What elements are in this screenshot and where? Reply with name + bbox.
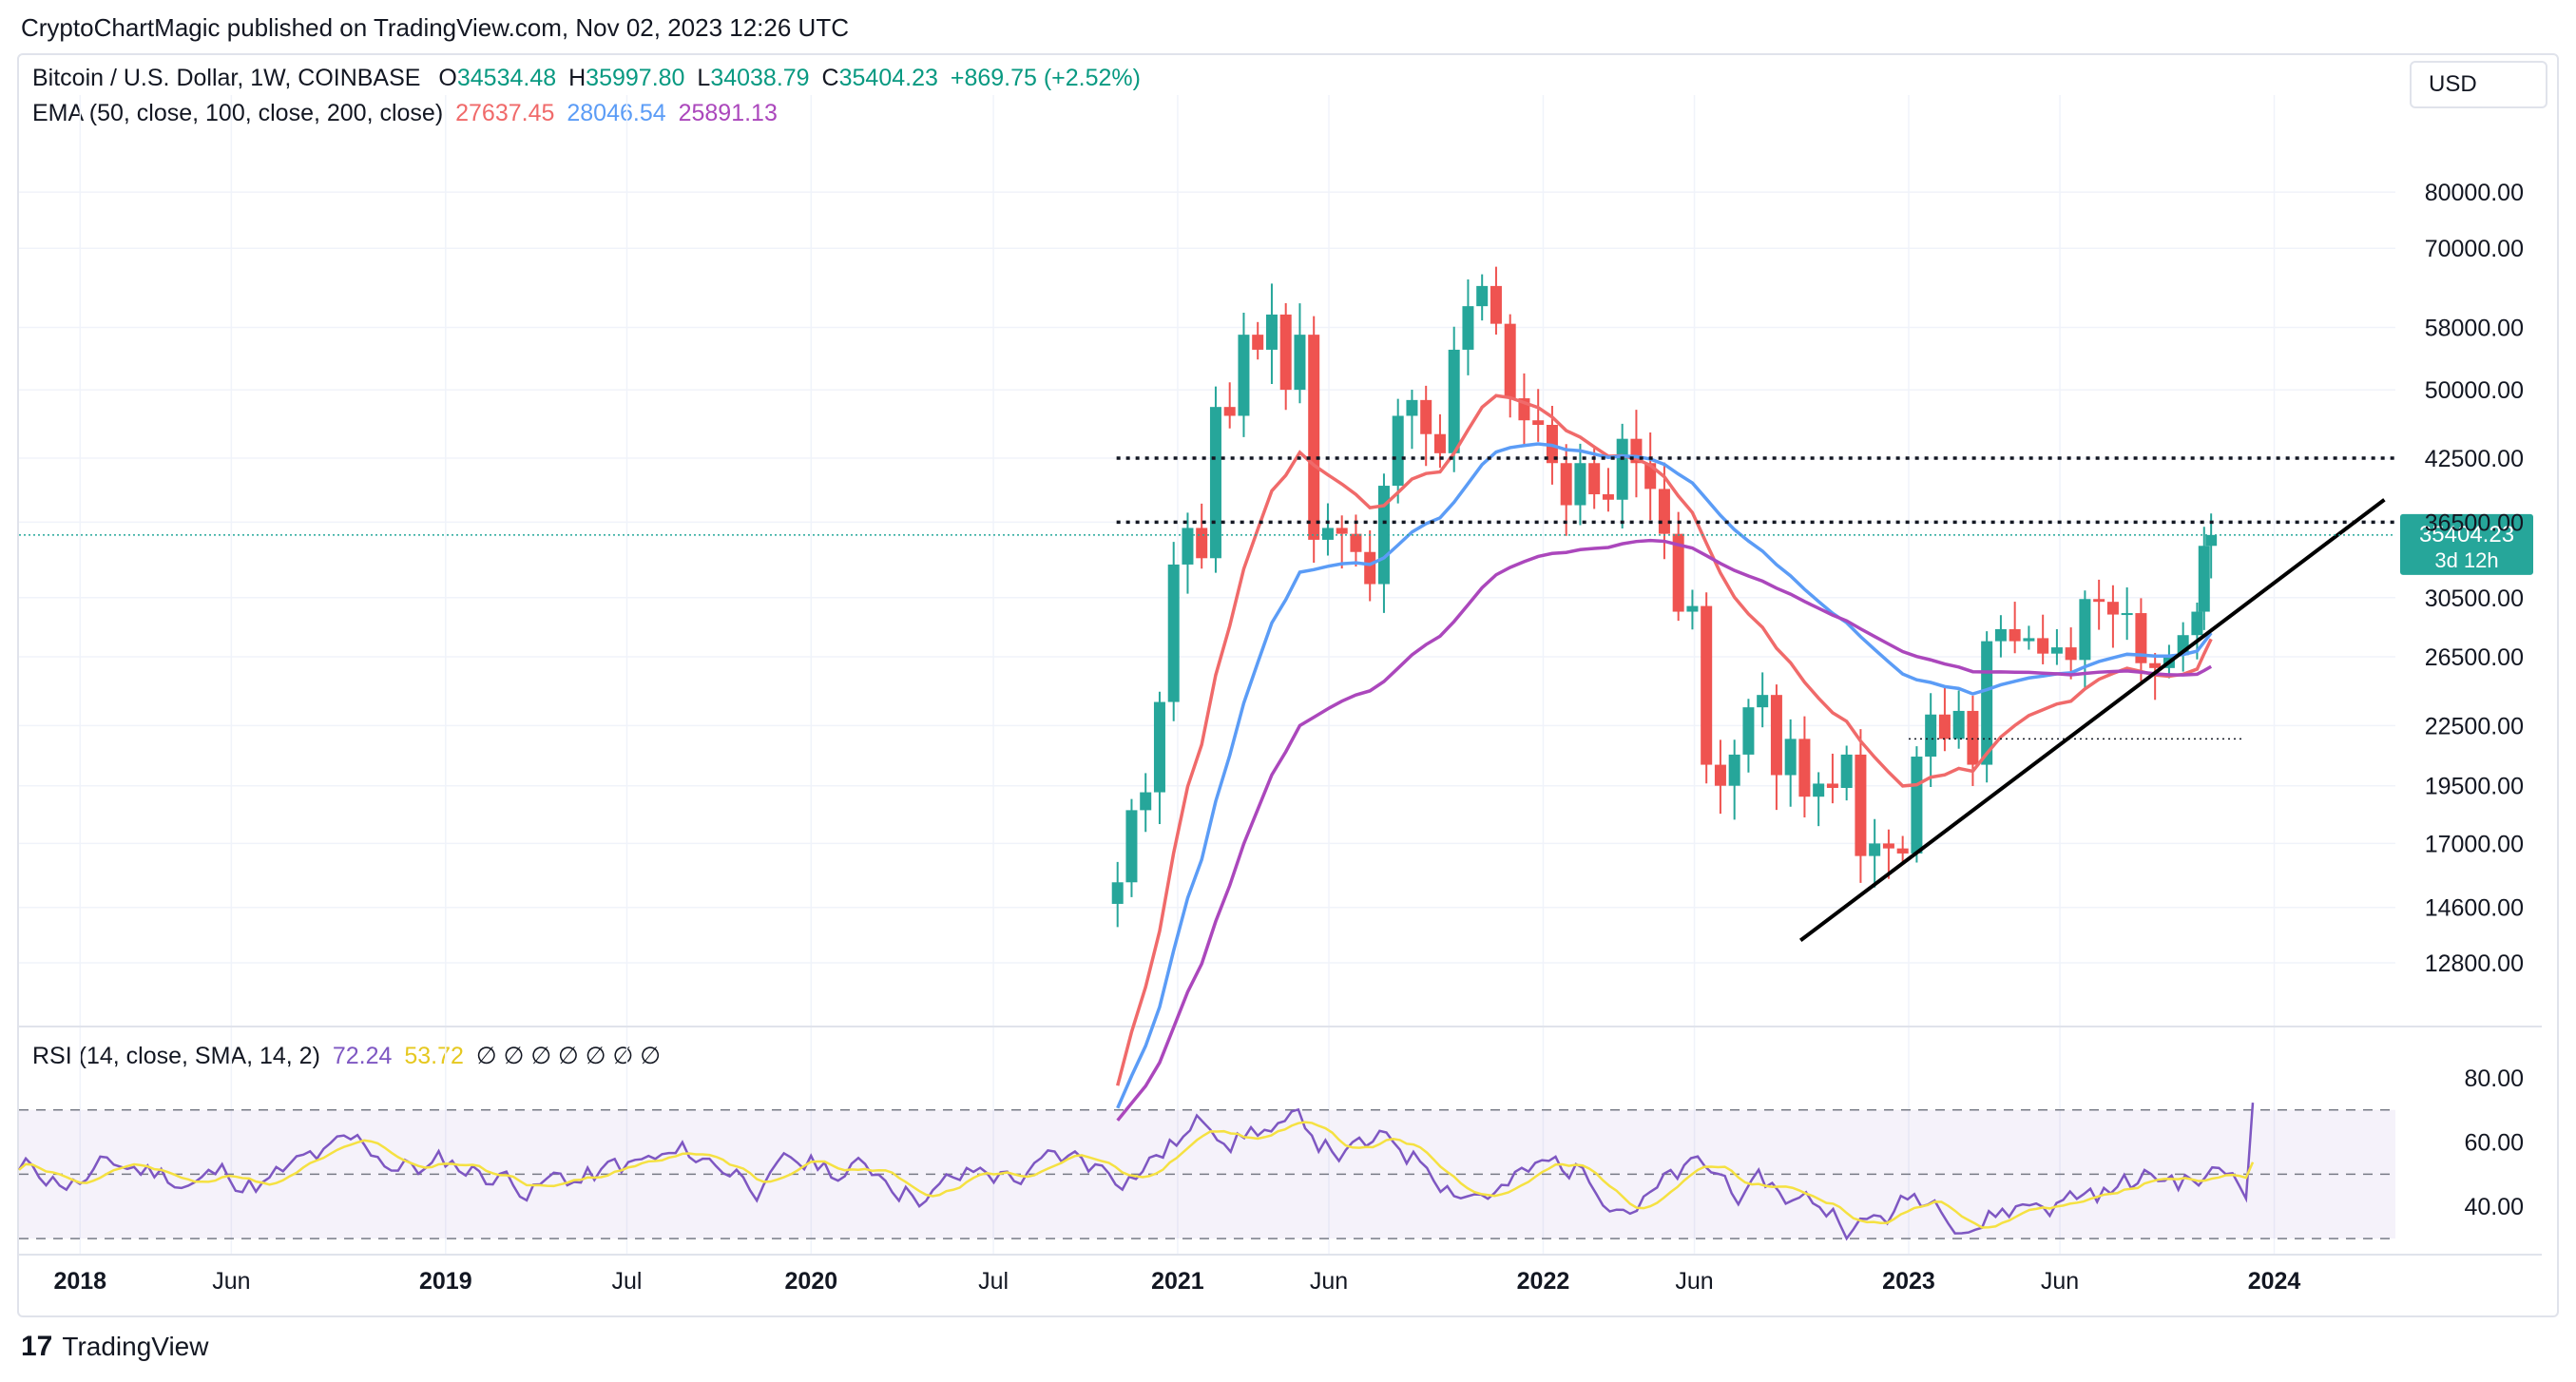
high-value: 35997.80 bbox=[586, 65, 685, 91]
rsi-extra: ∅ ∅ ∅ ∅ ∅ ∅ ∅ bbox=[475, 1043, 662, 1069]
rsi-sma-value: 53.72 bbox=[404, 1043, 464, 1069]
close-value: 35404.23 bbox=[838, 65, 938, 91]
tradingview-logo: 17 bbox=[21, 1331, 53, 1362]
chart-frame bbox=[17, 53, 2559, 1317]
ema100-value: 28046.54 bbox=[567, 100, 666, 126]
rsi-value: 72.24 bbox=[332, 1043, 393, 1069]
high-label: H bbox=[568, 65, 586, 91]
change-value: +869.75 (+2.52%) bbox=[950, 65, 1141, 91]
low-label: L bbox=[697, 65, 711, 91]
low-value: 34038.79 bbox=[710, 65, 810, 91]
symbol-legend: Bitcoin / U.S. Dollar, 1W, COINBASE O345… bbox=[32, 65, 1146, 92]
footer: 17 TradingView bbox=[21, 1331, 208, 1363]
footer-brand[interactable]: TradingView bbox=[62, 1332, 209, 1361]
publisher-line: CryptoChartMagic published on TradingVie… bbox=[21, 13, 849, 42]
ema-label[interactable]: EMA (50, close, 100, close, 200, close) bbox=[32, 100, 444, 126]
ema200-value: 25891.13 bbox=[678, 100, 778, 126]
open-label: O bbox=[438, 65, 457, 91]
rsi-legend: RSI (14, close, SMA, 14, 2) 72.24 53.72 … bbox=[32, 1042, 666, 1070]
close-label: C bbox=[821, 65, 839, 91]
open-value: 34534.48 bbox=[456, 65, 557, 91]
currency-button[interactable]: USD bbox=[2410, 61, 2547, 108]
rsi-label[interactable]: RSI (14, close, SMA, 14, 2) bbox=[32, 1043, 320, 1069]
symbol-title[interactable]: Bitcoin / U.S. Dollar, 1W, COINBASE bbox=[32, 65, 421, 91]
ema50-value: 27637.45 bbox=[455, 100, 555, 126]
ema-legend: EMA (50, close, 100, close, 200, close) … bbox=[32, 100, 783, 127]
